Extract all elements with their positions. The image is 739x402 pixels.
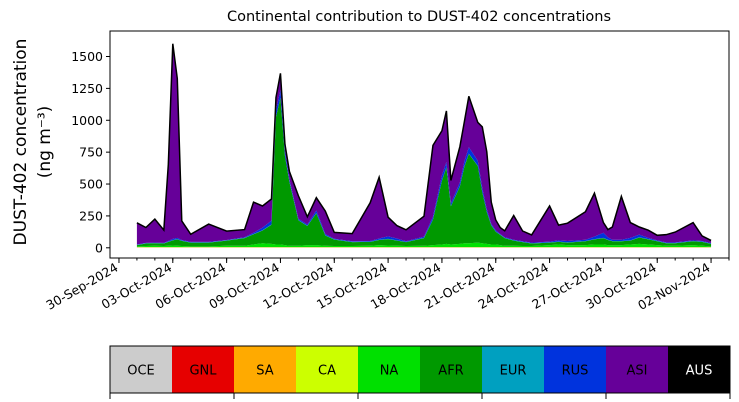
legend-swatch-oce — [110, 346, 172, 393]
legend-label-na: NA — [380, 364, 399, 379]
y-tick-label: 250 — [79, 208, 103, 223]
continent-colorbar-legend: OCE GNL SA CA NA AFR EUR RUS ASI AUS — [109, 345, 731, 399]
legend-swatch-gnl — [172, 346, 234, 393]
y-tick-label: 500 — [79, 177, 103, 192]
y-tick-label: 1250 — [71, 81, 103, 96]
legend-label-asi: ASI — [627, 364, 648, 379]
legend-label-ca: CA — [318, 364, 336, 379]
chart-title: Continental contribution to DUST-402 con… — [227, 9, 611, 25]
plot-frame — [109, 30, 730, 259]
legend-label-sa: SA — [256, 364, 273, 379]
legend-label-aus: AUS — [686, 364, 713, 379]
legend-frame — [109, 345, 731, 394]
legend-label-eur: EUR — [500, 364, 527, 379]
total-concentration-line — [136, 43, 712, 242]
legend-swatch-aus — [668, 346, 730, 393]
legend-swatch-na — [358, 346, 420, 393]
legend-swatch-afr — [420, 346, 482, 393]
area-na — [136, 242, 712, 248]
legend-swatch-sa — [234, 346, 296, 393]
y-axis-label-line2: (ng m⁻³) — [35, 106, 55, 179]
y-tick-label: 1500 — [71, 49, 103, 64]
y-tick-label: 0 — [95, 240, 103, 255]
legend-label-rus: RUS — [562, 364, 589, 379]
y-tick-label: 750 — [79, 145, 103, 160]
legend-label-oce: OCE — [127, 364, 155, 379]
legend-swatch-eur — [482, 346, 544, 393]
legend-swatch-asi — [606, 346, 668, 393]
legend-label-afr: AFR — [438, 364, 463, 379]
y-axis-label-line1: DUST-402 concentration — [11, 39, 31, 246]
legend-swatch-rus — [544, 346, 606, 393]
area-afr — [136, 97, 712, 247]
legend-swatch-ca — [296, 346, 358, 393]
legend-label-gnl: GNL — [189, 364, 217, 379]
stacked-areas — [136, 43, 712, 248]
y-tick-label: 1000 — [71, 113, 103, 128]
axes: 025050075010001250150030-Sep-202403-Oct-… — [43, 30, 730, 313]
